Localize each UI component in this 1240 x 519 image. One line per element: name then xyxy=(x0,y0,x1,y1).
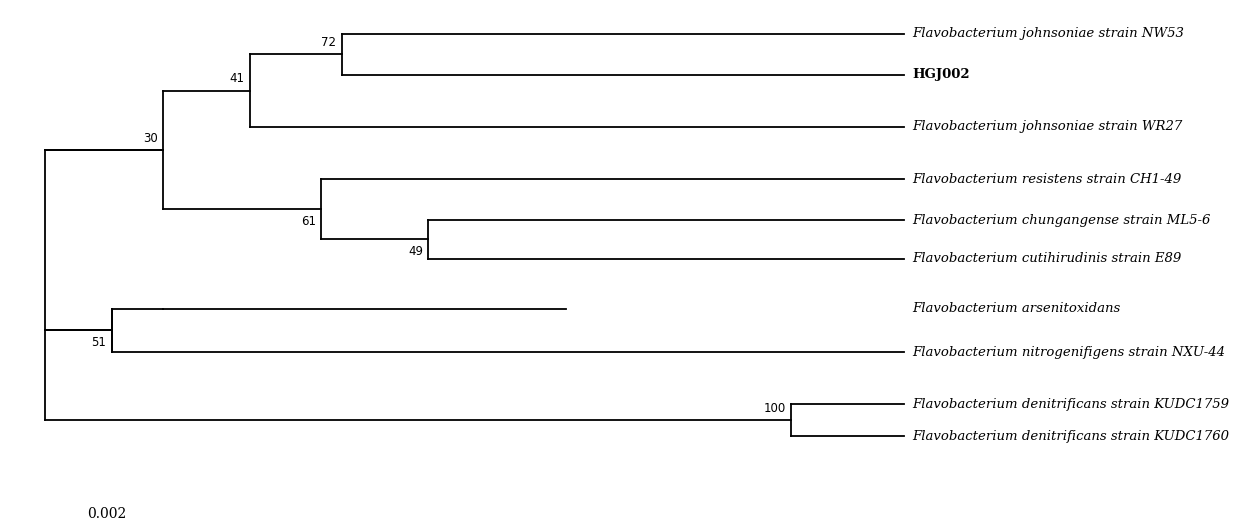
Text: 30: 30 xyxy=(143,131,157,144)
Text: 100: 100 xyxy=(764,402,786,415)
Text: 49: 49 xyxy=(408,245,423,258)
Text: 41: 41 xyxy=(229,72,244,85)
Text: Flavobacterium johnsoniae strain NW53: Flavobacterium johnsoniae strain NW53 xyxy=(911,27,1184,40)
Text: Flavobacterium nitrogenifigens strain NXU-44: Flavobacterium nitrogenifigens strain NX… xyxy=(911,346,1225,359)
Text: Flavobacterium chungangense strain ML5-6: Flavobacterium chungangense strain ML5-6 xyxy=(911,214,1210,227)
Text: HGJ002: HGJ002 xyxy=(911,68,970,81)
Text: Flavobacterium denitrificans strain KUDC1759: Flavobacterium denitrificans strain KUDC… xyxy=(911,398,1229,411)
Text: Flavobacterium denitrificans strain KUDC1760: Flavobacterium denitrificans strain KUDC… xyxy=(911,430,1229,443)
Text: 61: 61 xyxy=(301,215,316,228)
Text: Flavobacterium arsenitoxidans: Flavobacterium arsenitoxidans xyxy=(911,303,1120,316)
Text: Flavobacterium resistens strain CH1-49: Flavobacterium resistens strain CH1-49 xyxy=(911,173,1182,186)
Text: Flavobacterium cutihirudinis strain E89: Flavobacterium cutihirudinis strain E89 xyxy=(911,252,1182,265)
Text: 0.002: 0.002 xyxy=(87,507,126,519)
Text: 51: 51 xyxy=(92,336,107,349)
Text: 72: 72 xyxy=(321,36,336,49)
Text: Flavobacterium johnsoniae strain WR27: Flavobacterium johnsoniae strain WR27 xyxy=(911,120,1182,133)
